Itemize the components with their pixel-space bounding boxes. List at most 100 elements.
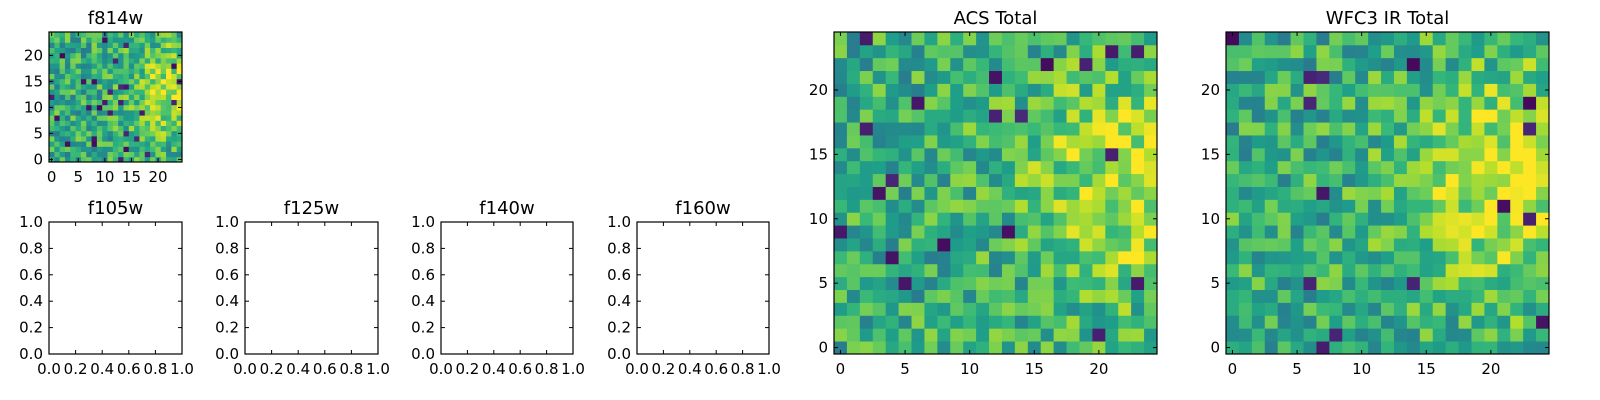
heatmap-cell — [171, 89, 178, 95]
heatmap-cell — [885, 302, 899, 316]
heatmap-cell — [171, 110, 178, 116]
heatmap-cell — [1432, 173, 1447, 187]
y-tick-label: 10 — [1201, 210, 1220, 228]
y-tick-label: 1.0 — [215, 213, 239, 231]
heatmap-cell — [1226, 122, 1240, 136]
heatmap-cell — [49, 146, 55, 152]
heatmap-cell — [1497, 199, 1511, 213]
heatmap-cell — [1014, 186, 1029, 200]
heatmap-cell — [1458, 263, 1472, 278]
heatmap-cell — [1510, 186, 1524, 200]
heatmap-cell — [1458, 250, 1472, 265]
x-tick-label: 0.0 — [37, 360, 61, 378]
heatmap-cell — [872, 122, 887, 136]
heatmap-cell — [107, 141, 114, 147]
heatmap-cell — [1053, 289, 1067, 303]
heatmap-cell — [1393, 32, 1408, 46]
heatmap-cell — [1432, 328, 1447, 342]
heatmap-cell — [139, 58, 146, 64]
heatmap-cell — [1290, 238, 1304, 252]
heatmap-cell — [1066, 315, 1080, 329]
x-tick-label: 0 — [1228, 360, 1238, 378]
heatmap-cell — [155, 37, 162, 43]
heatmap-cell — [1001, 276, 1016, 290]
heatmap-cell — [989, 83, 1003, 97]
heatmap-cell — [1277, 328, 1291, 342]
heatmap-cell — [1027, 263, 1042, 278]
heatmap-cell — [96, 73, 103, 80]
heatmap-cell — [1355, 302, 1369, 316]
heatmap-cell — [885, 250, 899, 265]
heatmap-cell — [54, 37, 61, 43]
heatmap-cell — [1144, 70, 1158, 84]
heatmap-cell — [846, 70, 861, 84]
heatmap-cell — [1393, 199, 1408, 213]
heatmap-cell — [80, 37, 87, 43]
heatmap-cell — [1510, 199, 1524, 213]
heatmap-cell — [1144, 147, 1158, 162]
heatmap-cell — [846, 109, 861, 123]
heatmap-cell — [49, 89, 55, 95]
heatmap-cell — [1536, 238, 1550, 252]
heatmap-cell — [155, 115, 162, 121]
heatmap-cell — [123, 146, 130, 152]
heatmap-cell — [134, 42, 140, 48]
heatmap-cell — [91, 78, 98, 85]
heatmap-cell — [937, 250, 951, 265]
heatmap-cell — [112, 73, 119, 80]
heatmap-cell — [1251, 225, 1266, 239]
heatmap-cell — [1264, 250, 1279, 265]
heatmap-cell — [134, 141, 140, 147]
heatmap-cell — [112, 47, 119, 54]
heatmap-cell — [134, 32, 140, 38]
heatmap-cell — [1105, 135, 1119, 149]
heatmap-cell — [1238, 122, 1253, 136]
heatmap-cell — [80, 156, 87, 163]
heatmap-cell — [834, 109, 848, 123]
heatmap-cell — [834, 341, 848, 355]
y-tick-label: 5 — [818, 274, 828, 292]
heatmap-cell — [885, 328, 899, 342]
heatmap-cell — [1368, 160, 1382, 175]
heatmap-cell — [1381, 276, 1395, 290]
heatmap-cell — [1014, 70, 1029, 84]
heatmap-cell — [1290, 315, 1304, 329]
heatmap-cell — [1393, 109, 1408, 123]
heatmap-cell — [1251, 57, 1266, 72]
heatmap-cell — [1368, 263, 1382, 278]
heatmap-cell — [834, 238, 848, 252]
heatmap-cell — [166, 63, 172, 69]
heatmap-cell — [150, 89, 156, 95]
heatmap-cell — [1381, 96, 1395, 110]
heatmap-cell — [118, 63, 124, 69]
heatmap-cell — [1381, 225, 1395, 239]
heatmap-cell — [1355, 96, 1369, 110]
heatmap-cell — [155, 146, 162, 152]
heatmap-cell — [123, 47, 130, 54]
heatmap-cell — [976, 83, 990, 97]
heatmap-cell — [976, 302, 990, 316]
heatmap-cell — [834, 199, 848, 213]
heatmap-cell — [166, 37, 172, 43]
heatmap-cell — [976, 44, 990, 59]
heatmap-cell — [1342, 83, 1356, 97]
heatmap-cell — [1484, 186, 1498, 200]
heatmap-cell — [1329, 225, 1343, 239]
heatmap-cell — [1510, 83, 1524, 97]
heatmap-cell — [1406, 44, 1421, 59]
heatmap-cell — [139, 136, 146, 142]
heatmap-cell — [1053, 96, 1067, 110]
heatmap-cell — [1316, 212, 1330, 226]
heatmap-cell — [1251, 199, 1266, 213]
y-tick-label: 10 — [809, 210, 828, 228]
heatmap-cell — [1014, 212, 1029, 226]
heatmap-cell — [139, 89, 146, 95]
heatmap-cell — [86, 52, 92, 59]
heatmap-cell — [950, 212, 964, 226]
heatmap-cell — [1393, 328, 1408, 342]
heatmap-cell — [80, 89, 87, 95]
heatmap-cell — [989, 32, 1003, 46]
heatmap-cell — [950, 276, 964, 290]
heatmap-cell — [1053, 83, 1067, 97]
heatmap-cell — [144, 130, 151, 137]
